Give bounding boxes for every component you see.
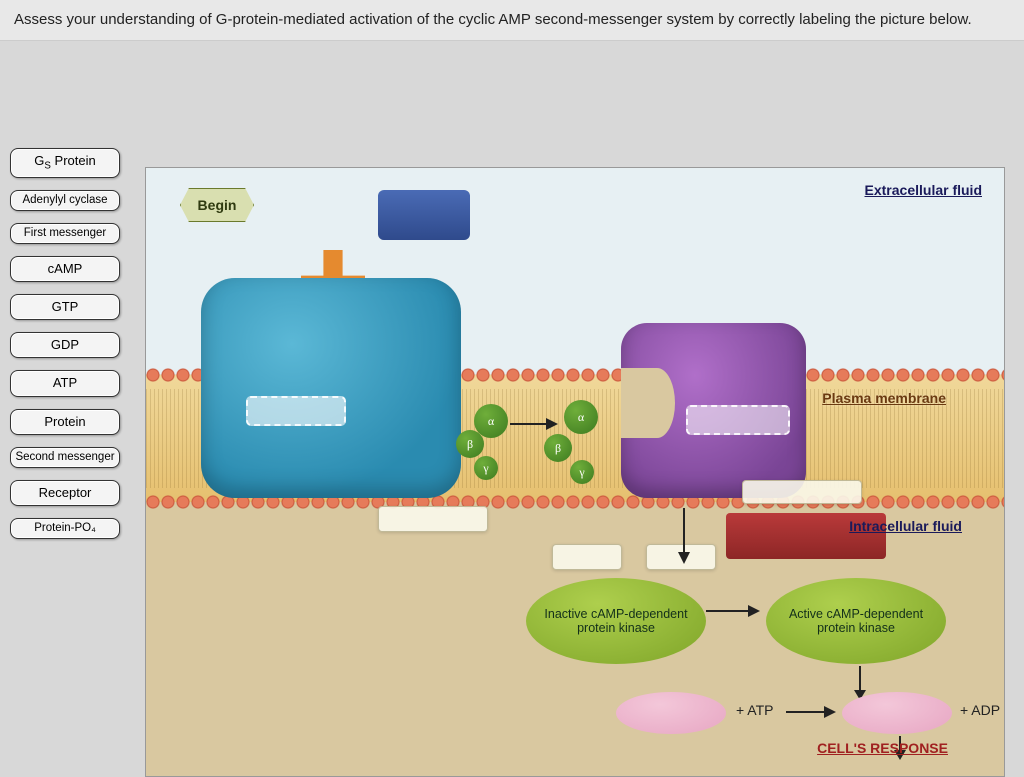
label-gdp[interactable]: GDP (10, 332, 120, 358)
drop-slot-gdp[interactable] (378, 506, 488, 532)
arrow-phosphorylation (786, 704, 836, 720)
inactive-kinase: Inactive cAMP-dependent protein kinase (526, 578, 706, 664)
label-intracellular-fluid: Intracellular fluid (849, 518, 962, 534)
begin-button[interactable]: Begin (180, 188, 254, 222)
adenylyl-notch (621, 368, 675, 438)
arrow-ac-down (676, 508, 692, 564)
substrate-protein-po4 (842, 692, 952, 734)
label-extracellular-fluid: Extracellular fluid (865, 182, 982, 198)
stage: GS Protein Adenylyl cyclase First messen… (0, 62, 1024, 768)
label-receptor[interactable]: Receptor (10, 480, 120, 506)
diagram-canvas: Begin α β γ α β γ (145, 167, 1005, 777)
receptor-shape (201, 278, 461, 498)
g-gamma-2: γ (570, 460, 594, 484)
plus-atp-text: + ATP (736, 702, 773, 718)
substrate-protein (616, 692, 726, 734)
label-text: GS Protein (34, 153, 95, 168)
drop-slot-receptor[interactable] (246, 396, 346, 426)
drop-slot-atp-in[interactable] (552, 544, 622, 570)
label-protein-po4[interactable]: Protein-PO₄ (10, 518, 120, 539)
label-plasma-membrane: Plasma membrane (822, 390, 946, 406)
label-cells-response: CELL'S RESPONSE (817, 740, 948, 756)
label-adenylyl-cyclase[interactable]: Adenylyl cyclase (10, 190, 120, 211)
g-beta-1: β (456, 430, 484, 458)
g-alpha-2: α (564, 400, 598, 434)
active-kinase: Active cAMP-dependent protein kinase (766, 578, 946, 664)
label-second-messenger[interactable]: Second messenger (10, 447, 120, 468)
label-camp[interactable]: cAMP (10, 256, 120, 282)
question-text: Assess your understanding of G-protein-m… (0, 0, 1024, 41)
drop-slot-redbox[interactable] (742, 480, 862, 504)
arrow-kinase-activate (706, 603, 760, 619)
plus-adp-text: + ADP (960, 702, 1000, 718)
g-beta-2: β (544, 434, 572, 462)
label-gs-protein[interactable]: GS Protein (10, 148, 120, 178)
ligand-shape (378, 190, 470, 240)
label-bank: GS Protein Adenylyl cyclase First messen… (10, 148, 120, 539)
label-first-messenger[interactable]: First messenger (10, 223, 120, 244)
g-gamma-1: γ (474, 456, 498, 480)
label-protein[interactable]: Protein (10, 409, 120, 435)
label-gtp[interactable]: GTP (10, 294, 120, 320)
label-atp[interactable]: ATP (10, 370, 120, 396)
drop-slot-adenylyl[interactable] (686, 405, 790, 435)
arrow-gprotein-move (510, 416, 558, 432)
